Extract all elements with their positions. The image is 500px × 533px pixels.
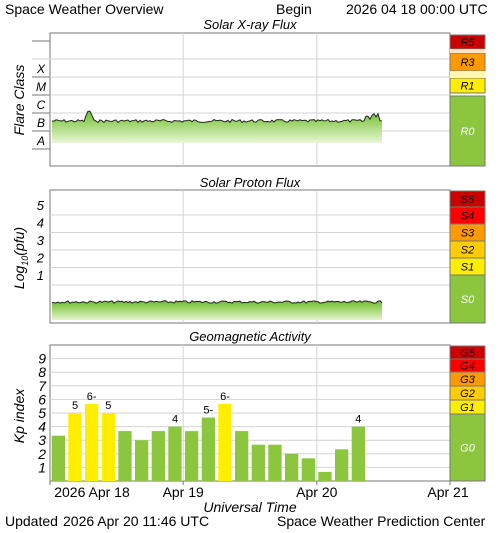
kp-ytick-8: 8 — [38, 364, 46, 380]
xray-title: Solar X-ray Flux — [203, 17, 297, 32]
kp-bar — [251, 444, 265, 481]
kp-scale-label-g3: G3 — [460, 374, 476, 386]
kp-bar — [268, 444, 282, 481]
kp-bar-label: 4 — [172, 414, 178, 426]
kp-scale-label-g2: G2 — [460, 388, 475, 400]
kp-ytick-3: 3 — [38, 432, 46, 448]
kp-bar-label: 5 — [105, 400, 111, 412]
xray-class-label-c: C — [37, 98, 46, 112]
kp-bar — [351, 426, 365, 481]
xray-ylabel: Flare Class — [11, 65, 27, 136]
kp-scale-label-g5: G5 — [460, 348, 476, 360]
xray-scale-label-r0: R0 — [460, 126, 475, 138]
proton-title: Solar Proton Flux — [199, 175, 301, 190]
x-tick-label: Apr 19 — [163, 484, 204, 500]
kp-bar — [151, 431, 165, 481]
kp-bar — [235, 431, 249, 481]
proton-ylabel-base: Log — [11, 266, 27, 290]
proton-scale-label-s0: S0 — [461, 294, 475, 306]
xray-class-label-a: A — [36, 134, 45, 148]
begin-label: Begin — [276, 1, 312, 17]
xray-class-label-b: B — [37, 116, 45, 130]
kp-ytick-5: 5 — [38, 405, 46, 421]
xray-plot-area — [49, 32, 451, 167]
kp-bar — [118, 431, 132, 481]
kp-bar — [168, 426, 182, 481]
kp-bar-label: 4 — [355, 414, 361, 426]
kp-bar — [318, 471, 332, 481]
proton-ytick-3: 3 — [37, 233, 45, 248]
kp-bar-label: 6- — [220, 391, 230, 403]
source-credit: Space Weather Prediction Center — [277, 513, 486, 529]
kp-ylabel: Kp index — [11, 388, 27, 443]
kp-bar — [51, 435, 65, 481]
xray-flux-area — [52, 111, 382, 143]
kp-scale-g0 — [449, 413, 486, 482]
proton-scale-label-s1: S1 — [461, 262, 474, 274]
proton-scale-s0 — [449, 274, 486, 324]
updated-time: 2026 Apr 20 11:46 UTC — [63, 513, 210, 529]
kp-scale-label-g1: G1 — [460, 402, 475, 414]
xray-scale-r0 — [449, 95, 486, 167]
kp-bar-label: 5- — [203, 405, 213, 417]
xray-class-label-x: X — [36, 62, 46, 76]
kp-ytick-1: 1 — [38, 459, 46, 475]
kp-scale-label-g4: G4 — [460, 361, 475, 373]
kp-bar — [101, 413, 115, 481]
proton-plot-area — [49, 189, 451, 324]
xray-class-label-m: M — [36, 80, 46, 94]
proton-scale-label-s4: S4 — [461, 211, 474, 223]
x-tick-label: 2026 Apr 18 — [54, 484, 130, 500]
kp-ytick-2: 2 — [37, 446, 46, 462]
kp-bar-label: 5 — [72, 400, 78, 412]
kp-bar — [135, 440, 149, 481]
xray-scale-label-r1: R1 — [460, 81, 474, 93]
x-tick-label: Apr 21 — [427, 484, 468, 500]
kp-ytick-7: 7 — [38, 378, 47, 394]
proton-ytick-1: 1 — [37, 268, 44, 283]
kp-title: Geomagnetic Activity — [189, 329, 311, 344]
kp-bar — [301, 458, 315, 481]
kp-bar — [335, 449, 349, 481]
proton-ytick-5: 5 — [37, 198, 45, 213]
begin-time: 2026 04 18 00:00 UTC — [346, 1, 488, 17]
x-axis-label: Universal Time — [203, 499, 297, 515]
xray-flux-line — [51, 110, 383, 124]
xray-scale-label-r5: R5 — [460, 37, 475, 49]
x-tick-label: Apr 20 — [296, 484, 337, 500]
kp-scale-label-g0: G0 — [460, 443, 476, 455]
kp-ytick-4: 4 — [38, 419, 46, 435]
kp-bar-label: 6- — [87, 391, 97, 403]
kp-bar — [201, 417, 215, 481]
kp-bar — [85, 403, 99, 481]
proton-scale-label-s2: S2 — [461, 245, 474, 257]
app-title: Space Weather Overview — [5, 1, 164, 17]
proton-ylabel-sub: 10 — [20, 256, 30, 266]
kp-bar — [68, 413, 82, 481]
proton-flux-line — [51, 300, 383, 304]
proton-ytick-2: 2 — [36, 251, 45, 266]
kp-bar — [218, 403, 232, 481]
proton-ytick-4: 4 — [37, 216, 44, 231]
proton-ylabel: Log10(pfu) — [11, 227, 30, 289]
proton-ylabel-tail: (pfu) — [11, 227, 27, 256]
updated-label: Updated — [5, 513, 58, 529]
proton-scale-label-s5: S5 — [461, 194, 475, 206]
proton-scale-label-s3: S3 — [461, 228, 475, 240]
kp-ytick-9: 9 — [38, 351, 46, 367]
kp-bar — [285, 453, 299, 481]
kp-ytick-6: 6 — [38, 391, 46, 407]
xray-scale-label-r3: R3 — [460, 57, 475, 69]
proton-flux-area — [52, 300, 382, 320]
kp-bar — [185, 431, 199, 481]
